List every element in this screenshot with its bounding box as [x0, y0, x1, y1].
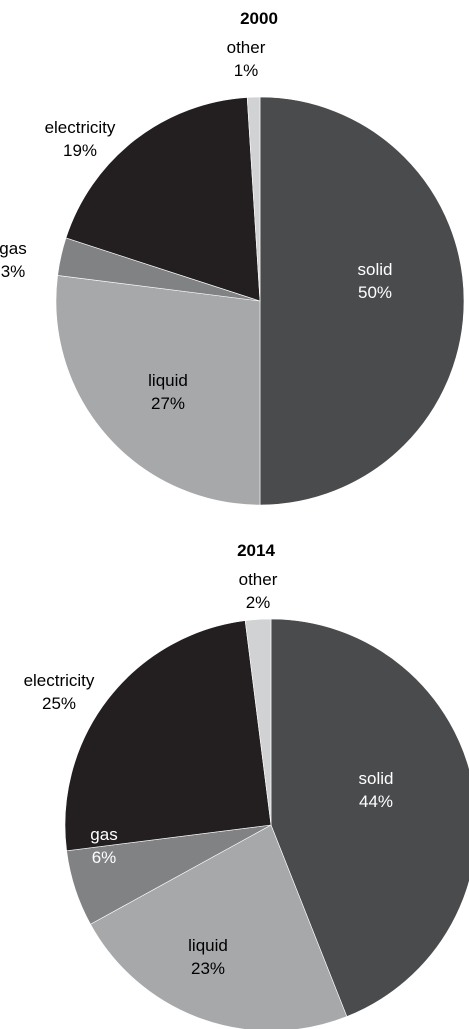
- slice-category-text: solid: [358, 260, 393, 279]
- pie-slice-other: [244, 618, 272, 826]
- slice-percent-text: 25%: [42, 694, 76, 713]
- slice-category-text: gas: [0, 239, 27, 258]
- pie-slice-electricity: [64, 620, 272, 852]
- chart-title: 2000: [240, 9, 278, 28]
- slice-category-text: liquid: [148, 371, 188, 390]
- pie-labels: solid 50% liquid 27% gas 3% electricity 19% othe…: [0, 38, 392, 413]
- slice-percent-text: 3%: [1, 262, 26, 281]
- slice-category-text: solid: [359, 769, 394, 788]
- slice-label-other: other 1%: [227, 38, 266, 80]
- slice-percent-text: 1%: [234, 61, 259, 80]
- pie-slice-other: [246, 96, 261, 302]
- slice-percent-text: 27%: [151, 394, 185, 413]
- slice-percent-text: 50%: [358, 283, 392, 302]
- slice-category-text: liquid: [188, 936, 228, 955]
- pie-slice-solid: [259, 96, 465, 506]
- slice-label-gas: gas 6%: [90, 825, 117, 867]
- slice-label-other: other 2%: [239, 570, 278, 612]
- slice-category-text: electricity: [24, 671, 95, 690]
- slice-label-electricity: electricity 25%: [24, 671, 95, 713]
- slice-label-liquid: liquid 23%: [188, 936, 228, 978]
- slice-percent-text: 44%: [359, 792, 393, 811]
- pie-slice-liquid: [90, 824, 348, 1029]
- slice-percent-text: 23%: [191, 959, 225, 978]
- slice-label-electricity: electricity 19%: [45, 118, 116, 160]
- slice-label-solid: solid 44%: [359, 769, 394, 811]
- pie-chart-2014: 2014 solid 44% liquid 23% gas 6% electricity 25…: [24, 541, 469, 1029]
- pie-slice-electricity: [65, 97, 261, 302]
- slice-percent-text: 2%: [246, 593, 271, 612]
- slice-percent-text: 6%: [92, 848, 117, 867]
- slice-label-liquid: liquid 27%: [148, 371, 188, 413]
- slice-label-gas: gas 3%: [0, 239, 27, 281]
- slice-percent-text: 19%: [63, 141, 97, 160]
- slice-category-text: electricity: [45, 118, 116, 137]
- slice-category-text: other: [239, 570, 278, 589]
- pie-slice-solid: [270, 618, 469, 1017]
- chart-title: 2014: [237, 541, 275, 560]
- slice-category-text: gas: [90, 825, 117, 844]
- pie-chart-2000: 2000 solid 50% liquid 27% gas 3% electricity 19…: [0, 9, 465, 506]
- pie-slice-liquid: [55, 275, 261, 506]
- pie-slices: [55, 96, 465, 506]
- slice-category-text: other: [227, 38, 266, 57]
- slice-label-solid: solid 50%: [358, 260, 393, 302]
- pie-slices: [64, 618, 469, 1029]
- pie-labels: solid 44% liquid 23% gas 6% electricity 25% othe…: [24, 570, 394, 978]
